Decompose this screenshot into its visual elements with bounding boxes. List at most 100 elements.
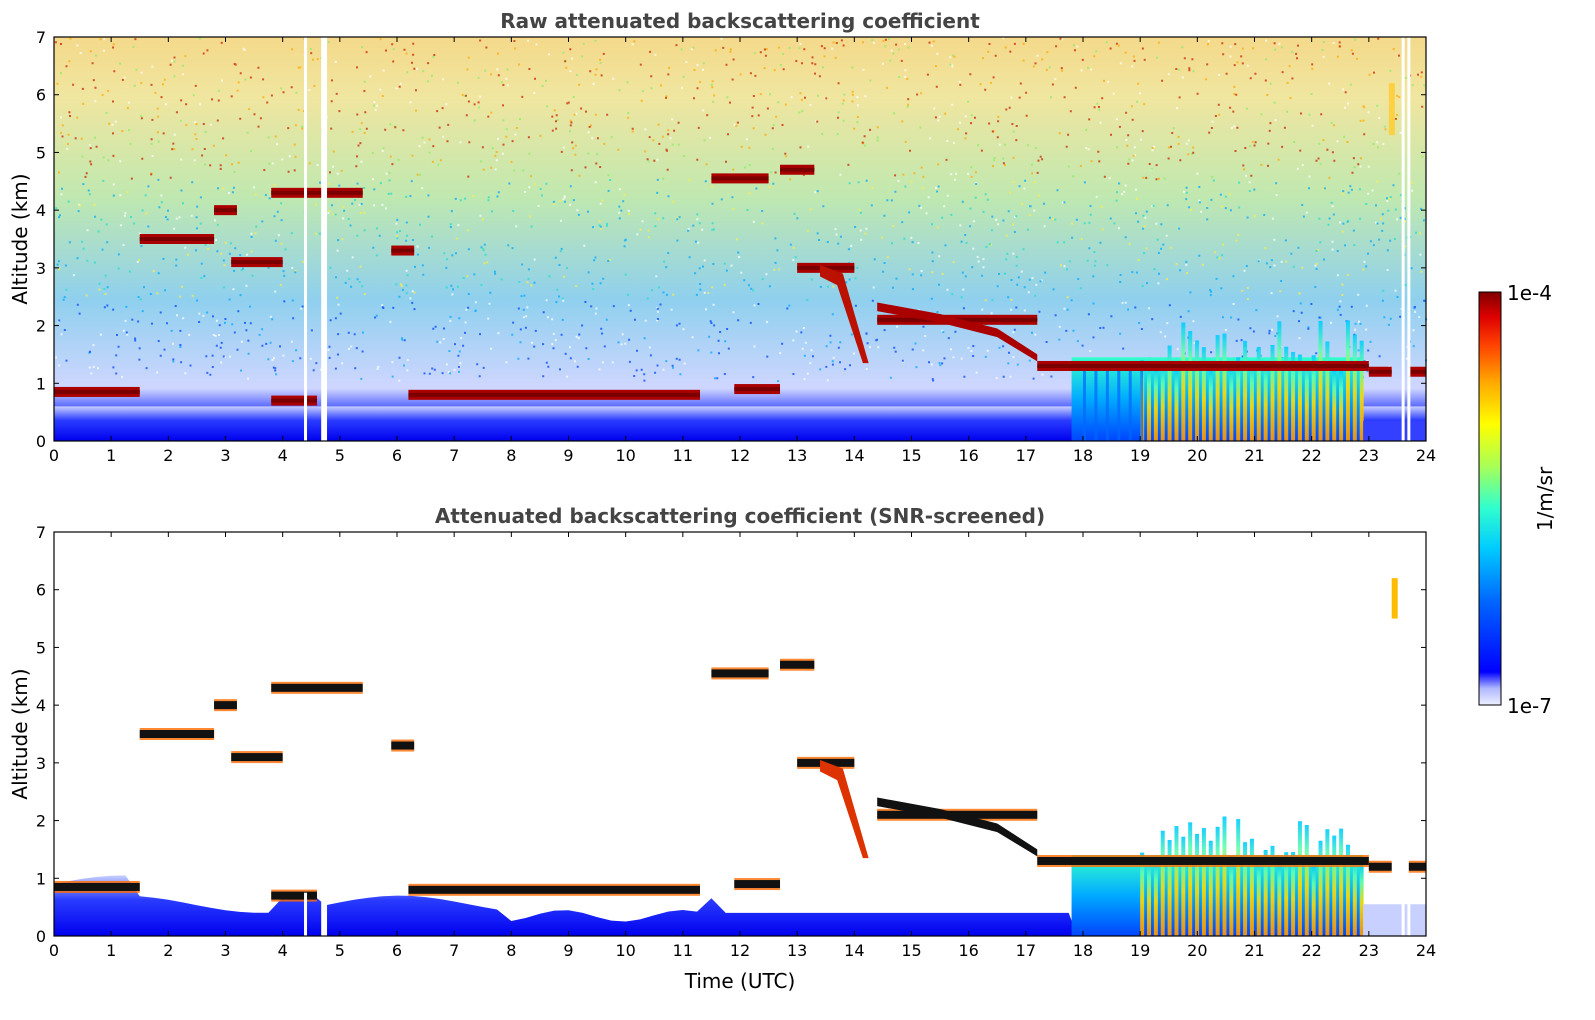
cloud-layer xyxy=(231,753,283,762)
x-axis-label: Time (UTC) xyxy=(684,969,796,993)
convective-column xyxy=(1195,340,1200,441)
missing-data-gap xyxy=(321,892,325,936)
cloud-layer-core xyxy=(1037,363,1369,368)
x-tick-label: 17 xyxy=(1016,446,1036,465)
x-tick-label: 1 xyxy=(106,941,116,960)
y-tick-label: 2 xyxy=(36,317,46,336)
cloud-layer-core xyxy=(1368,369,1392,374)
colorbar-gradient xyxy=(1478,291,1502,706)
missing-data-gap xyxy=(1401,37,1405,441)
colorbar-min-label: 1e-7 xyxy=(1507,694,1552,718)
cloud-layer-core xyxy=(271,398,317,403)
x-tick-label: 10 xyxy=(615,446,635,465)
convective-column xyxy=(1332,835,1337,936)
convective-column xyxy=(1325,341,1330,441)
convective-column xyxy=(1167,345,1172,441)
x-tick-label: 22 xyxy=(1301,446,1321,465)
x-tick-label: 18 xyxy=(1073,941,1093,960)
cloud-layer xyxy=(1037,856,1369,865)
cloud-layer-core xyxy=(54,389,140,394)
x-tick-label: 1 xyxy=(106,446,116,465)
convective-column xyxy=(1311,355,1316,441)
x-tick-label: 13 xyxy=(787,446,807,465)
convective-column xyxy=(1188,331,1193,441)
convective-column xyxy=(1128,363,1132,441)
convective-column xyxy=(1339,371,1344,441)
convective-column xyxy=(1297,354,1302,441)
cloud-layer-core xyxy=(1408,369,1426,374)
convective-column xyxy=(1181,836,1186,936)
x-tick-label: 19 xyxy=(1130,446,1150,465)
x-tick-label: 12 xyxy=(730,941,750,960)
convective-column xyxy=(1284,852,1289,936)
convective-column xyxy=(1270,845,1275,936)
surface-layer xyxy=(54,875,1078,936)
convective-column xyxy=(1304,824,1309,936)
convective-column xyxy=(1140,363,1144,441)
x-tick-label: 7 xyxy=(449,446,459,465)
x-tick-label: 4 xyxy=(278,446,288,465)
x-tick-label: 8 xyxy=(506,941,516,960)
cloud-layer xyxy=(139,730,215,738)
convective-column xyxy=(1325,829,1330,936)
x-tick-label: 9 xyxy=(563,941,573,960)
x-tick-label: 6 xyxy=(392,941,402,960)
x-tick-label: 20 xyxy=(1187,446,1207,465)
surface-layer xyxy=(1363,420,1426,441)
y-tick-label: 4 xyxy=(36,201,46,220)
convective-column xyxy=(1277,321,1282,441)
convective-column xyxy=(1236,357,1241,441)
y-tick-label: 1 xyxy=(36,869,46,888)
cloud-layer xyxy=(877,302,1038,362)
convective-column xyxy=(1352,856,1357,936)
missing-data-gap xyxy=(324,37,328,441)
x-tick-label: 19 xyxy=(1130,941,1150,960)
y-axis-label: Altitude (km) xyxy=(8,173,32,304)
convective-column xyxy=(1229,367,1234,441)
cloud-layer xyxy=(711,669,769,678)
convective-column xyxy=(1243,340,1248,441)
cloud-layer-core xyxy=(231,260,283,265)
y-tick-label: 3 xyxy=(36,259,46,278)
convective-column xyxy=(1147,858,1152,936)
cloud-layer-core xyxy=(391,248,415,253)
panel-title: Raw attenuated backscattering coefficien… xyxy=(500,9,980,33)
x-tick-label: 12 xyxy=(730,446,750,465)
cloud-layer xyxy=(1368,862,1392,871)
x-tick-label: 14 xyxy=(844,941,864,960)
convective-column xyxy=(1215,826,1220,936)
x-tick-label: 21 xyxy=(1244,941,1264,960)
x-tick-label: 6 xyxy=(392,446,402,465)
x-tick-label: 17 xyxy=(1016,941,1036,960)
cloud-layer-core xyxy=(408,392,700,397)
convective-column xyxy=(1277,861,1282,936)
heatmap-area xyxy=(54,37,1428,441)
x-tick-label: 14 xyxy=(844,446,864,465)
colorbar-max-label: 1e-4 xyxy=(1507,281,1552,305)
convective-column xyxy=(1304,361,1309,441)
cloud-layer xyxy=(1408,862,1426,871)
convective-column xyxy=(1153,368,1158,441)
convective-column xyxy=(1291,852,1296,936)
x-tick-label: 7 xyxy=(449,941,459,960)
convective-column xyxy=(1195,833,1200,936)
colorbar: 1e-4 1e-7 1/m/sr xyxy=(1478,281,1557,718)
x-tick-label: 3 xyxy=(220,446,230,465)
y-tick-label: 6 xyxy=(36,86,46,105)
convective-column xyxy=(1263,849,1268,936)
x-tick-label: 18 xyxy=(1073,446,1093,465)
convective-column xyxy=(1167,839,1172,936)
convective-column xyxy=(1345,844,1350,936)
convective-column xyxy=(1249,838,1254,936)
fall-streak xyxy=(820,264,869,364)
convective-column xyxy=(1249,362,1254,441)
x-tick-label: 11 xyxy=(673,446,693,465)
convective-column xyxy=(1229,856,1234,936)
missing-data-gap xyxy=(324,892,328,936)
convective-column xyxy=(1345,320,1350,441)
convective-column xyxy=(1318,320,1323,441)
surface-layer xyxy=(1363,904,1426,936)
convective-column xyxy=(1359,340,1364,441)
convective-column xyxy=(1297,821,1302,936)
